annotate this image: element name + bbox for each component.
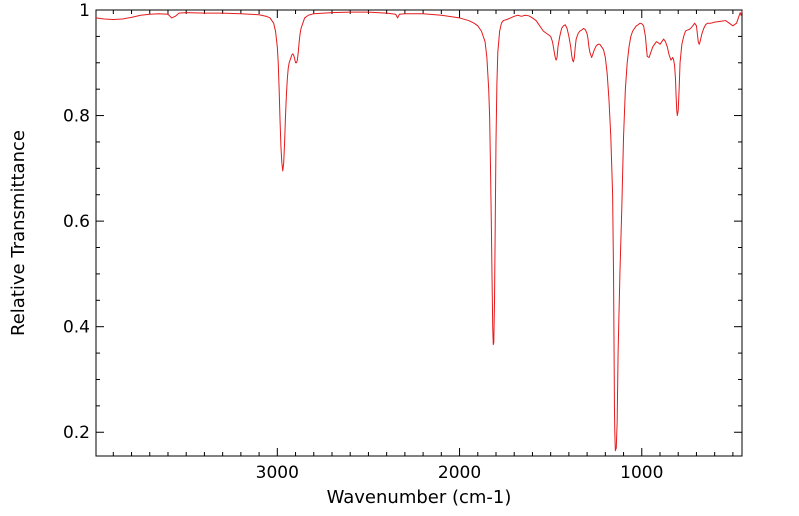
y-axis-label: Relative Transmittance <box>8 130 29 336</box>
y-tick-label: 0.6 <box>63 212 90 232</box>
x-axis-label: Wavenumber (cm-1) <box>327 487 512 508</box>
y-tick-label: 1 <box>79 1 90 21</box>
x-tick-label: 1000 <box>620 463 663 483</box>
y-tick-label: 0.8 <box>63 107 90 127</box>
x-axis-ticks: 3000 2000 1000 <box>112 10 734 483</box>
y-axis-ticks: 0.2 0.4 0.6 0.8 1 <box>63 1 742 443</box>
y-tick-label: 0.2 <box>63 423 90 443</box>
x-tick-label: 3000 <box>256 463 299 483</box>
x-tick-label: 2000 <box>438 463 481 483</box>
plot-frame <box>95 9 743 457</box>
spectrum-line <box>95 10 743 452</box>
y-tick-label: 0.4 <box>63 318 90 338</box>
